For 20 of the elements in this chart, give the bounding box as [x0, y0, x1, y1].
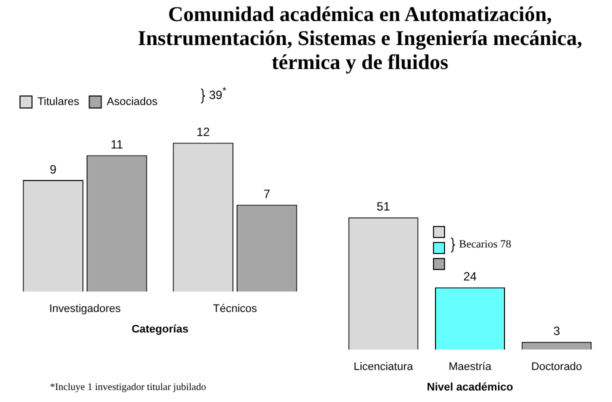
legend-label: Asociados: [106, 96, 158, 108]
x-axis-title: Categorías: [132, 323, 188, 336]
annotation: Becarios 78: [458, 238, 512, 253]
data-label: 11: [110, 138, 124, 152]
x-axis-title: Nivel académico: [426, 381, 514, 394]
x-tick-label: Doctorado: [531, 361, 582, 374]
x-tick-label: Investigadores: [49, 303, 122, 316]
text: *Incluye 1 investigador titular jubilado: [50, 382, 206, 393]
x-tick-label: Licenciatura: [354, 361, 414, 374]
x-tick-label: Maestría: [448, 361, 492, 374]
data-label: 51: [376, 200, 390, 214]
text: Comunidad académica en Automatización, Instrumentación, Sistemas e Ingeniería mecánica, térmica y de fluidos: [136, 2, 584, 74]
legend-label: Titulares: [38, 96, 80, 108]
data-label: 7: [264, 187, 271, 202]
data-label: 3: [553, 324, 560, 338]
text: 39$^{*}$: [208, 86, 226, 104]
x-tick-label: Técnicos: [212, 303, 258, 316]
data-label: 24: [463, 270, 477, 284]
data-label: 9: [50, 162, 57, 176]
data-label: 12: [196, 125, 210, 140]
